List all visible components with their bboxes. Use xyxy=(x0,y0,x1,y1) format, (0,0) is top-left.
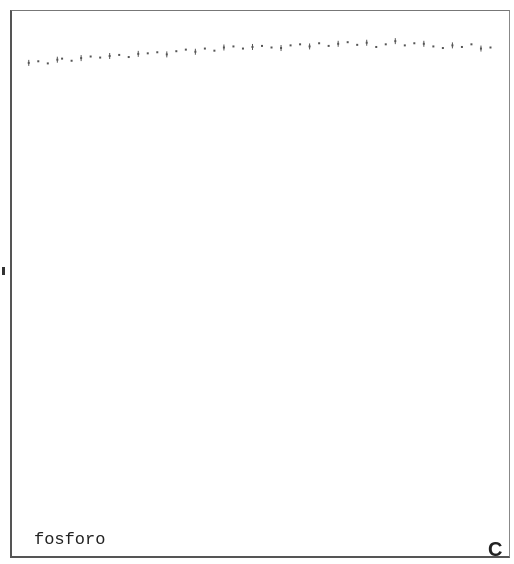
data-point xyxy=(422,40,425,47)
data-point xyxy=(61,57,64,60)
data-point xyxy=(451,42,454,49)
data-point xyxy=(80,55,83,62)
axis-tick-mark xyxy=(2,267,5,275)
data-point xyxy=(222,44,225,51)
data-point xyxy=(356,43,359,46)
data-point xyxy=(156,51,159,54)
data-point xyxy=(70,59,73,62)
data-point xyxy=(327,44,330,47)
plot-frame: fosforo C xyxy=(10,10,510,561)
data-point xyxy=(127,56,130,59)
panel-letter: C xyxy=(488,539,503,561)
data-point xyxy=(241,47,244,50)
data-point xyxy=(403,44,406,47)
data-point xyxy=(251,43,254,50)
data-point xyxy=(479,45,482,52)
data-point xyxy=(375,45,378,48)
data-point xyxy=(346,41,349,44)
data-point xyxy=(46,62,49,65)
data-point xyxy=(280,45,283,52)
data-point xyxy=(175,50,178,53)
data-point xyxy=(213,49,216,52)
data-point xyxy=(460,45,463,48)
data-point xyxy=(441,47,444,50)
data-point xyxy=(432,45,435,48)
data-point xyxy=(146,52,149,55)
panel-label: fosforo xyxy=(34,531,106,550)
data-point xyxy=(232,45,235,48)
data-point xyxy=(394,38,397,45)
data-point xyxy=(118,53,121,56)
data-point xyxy=(470,43,473,46)
data-point xyxy=(337,40,340,47)
data-point xyxy=(165,51,168,58)
data-point xyxy=(270,46,273,49)
data-point xyxy=(299,43,302,46)
data-point xyxy=(318,42,321,45)
scatter-plot xyxy=(27,38,492,66)
data-point xyxy=(194,48,197,55)
data-point xyxy=(289,44,292,47)
data-point xyxy=(56,56,59,63)
data-point xyxy=(384,43,387,46)
data-point xyxy=(108,52,111,59)
data-point xyxy=(184,48,187,51)
data-point xyxy=(365,39,368,46)
data-point xyxy=(413,42,416,45)
data-point xyxy=(489,46,492,49)
data-point xyxy=(261,44,263,47)
data-point xyxy=(37,60,40,63)
data-point xyxy=(99,56,102,59)
data-point xyxy=(137,50,140,57)
data-point xyxy=(89,55,92,58)
data-point xyxy=(203,47,206,50)
data-point xyxy=(27,59,30,66)
data-point xyxy=(308,43,311,50)
